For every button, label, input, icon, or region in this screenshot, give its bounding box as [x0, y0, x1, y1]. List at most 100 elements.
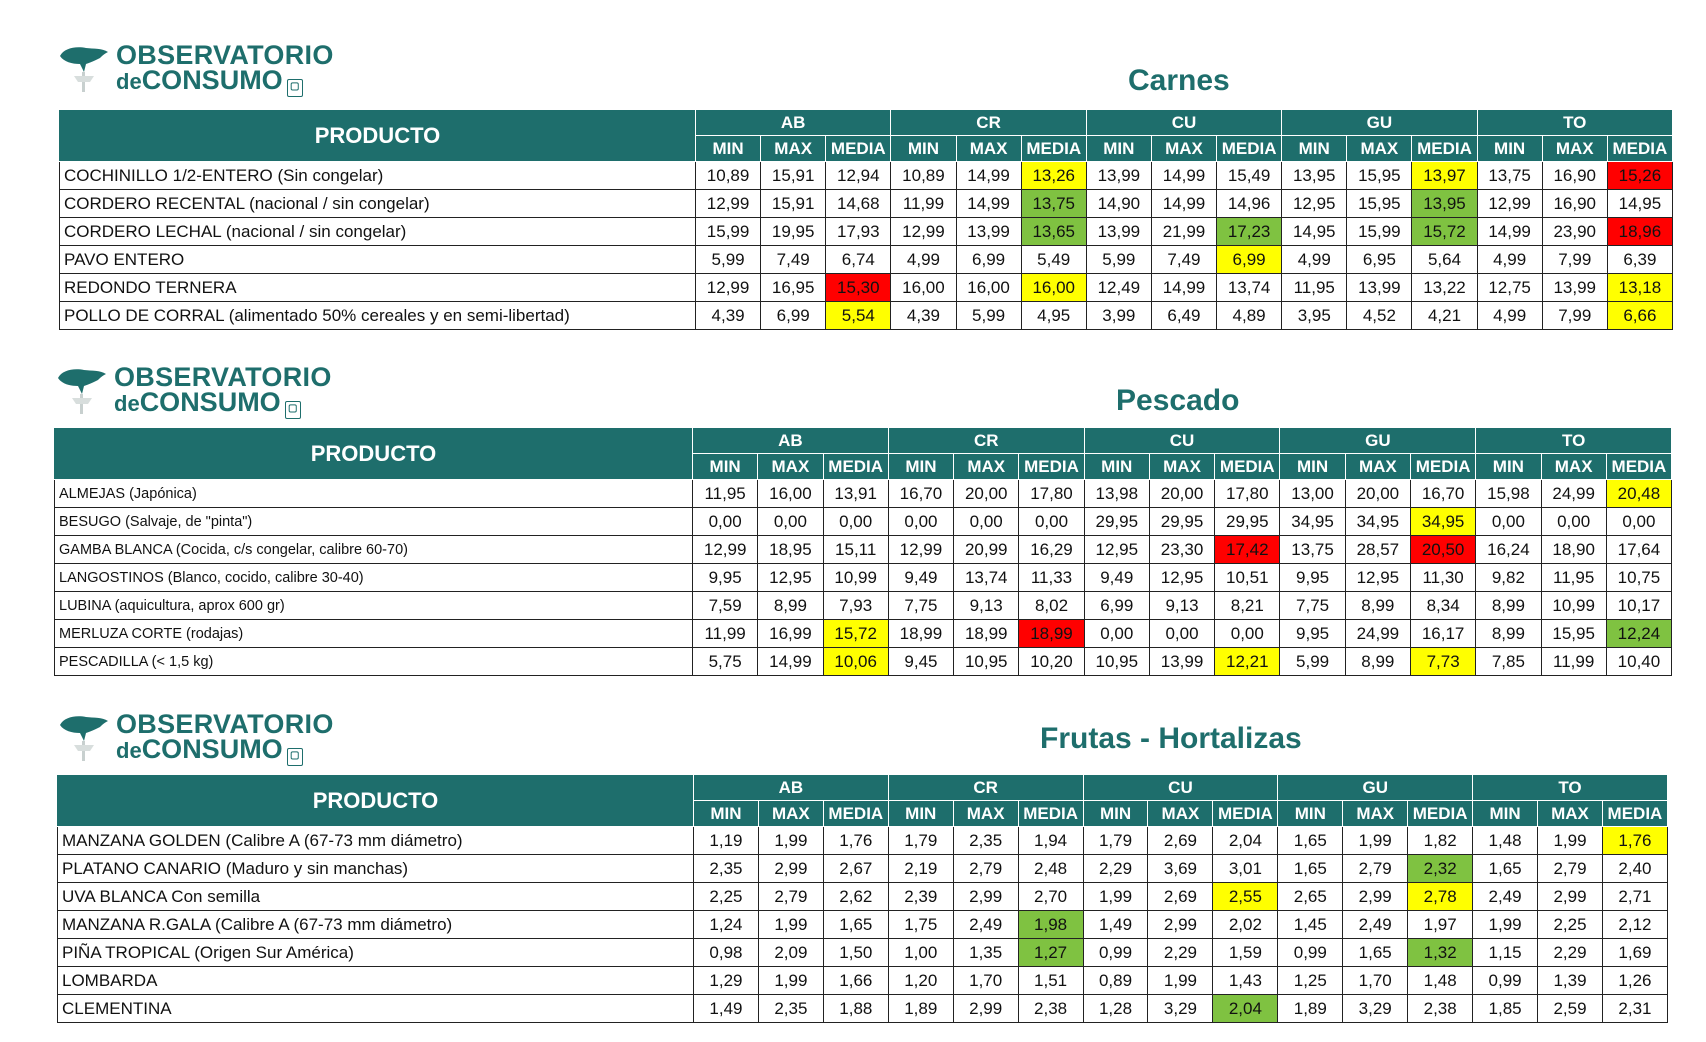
cattle-icon: [56, 711, 112, 763]
price-cell: 1,51: [1017, 966, 1084, 995]
product-name: CLEMENTINA: [57, 994, 694, 1023]
price-cell: 0,99: [1082, 938, 1149, 967]
header-subcol: MIN: [1085, 135, 1152, 162]
price-cell: 2,35: [952, 826, 1019, 855]
price-cell: 10,75: [1605, 563, 1673, 592]
price-cell: 1,99: [757, 966, 824, 995]
price-cell: 4,52: [1346, 301, 1413, 330]
price-cell: 7,93: [822, 591, 889, 620]
header-subcol: MIN: [887, 453, 955, 480]
price-cell: 15,49: [1216, 161, 1283, 190]
price-cell: 1,70: [1342, 966, 1409, 995]
price-cell: 5,99: [1085, 245, 1152, 274]
price-cell: 13,75: [1279, 535, 1346, 564]
price-cell: 0,00: [1540, 507, 1607, 536]
price-cell: 14,95: [1281, 217, 1348, 246]
header-region: CU: [1082, 774, 1279, 801]
header-region: AB: [693, 774, 889, 801]
logo-title: OBSERVATORIO: [116, 709, 334, 739]
header-subcol: MEDIA: [822, 453, 889, 480]
price-cell: 2,70: [1017, 882, 1084, 911]
price-cell: 13,99: [1148, 647, 1216, 676]
table-row: LOMBARDA 1,29 1,99 1,66 1,20 1,70 1,51 0,89 1,99…: [57, 966, 1668, 995]
price-cell: 6,49: [1150, 301, 1218, 330]
seal-icon: ▢: [284, 401, 301, 419]
logo-subtitle: CONSUMO: [141, 65, 283, 95]
price-cell: 1,99: [1147, 966, 1214, 995]
header-subcol: MEDIA: [1411, 135, 1478, 162]
price-cell: 0,89: [1082, 966, 1149, 995]
observatorio-logo: OBSERVATORIO de CONSUMO ▢: [56, 42, 334, 97]
price-cell: 23,30: [1148, 535, 1216, 564]
price-cell: 18,95: [757, 535, 824, 564]
header-region: TO: [1476, 109, 1673, 136]
price-cell: 14,99: [1476, 217, 1543, 246]
header-subcol: MIN: [1279, 453, 1346, 480]
price-cell: 7,99: [1541, 245, 1608, 274]
price-cell: 2,35: [757, 994, 824, 1023]
price-cell: 4,89: [1216, 301, 1283, 330]
price-cell: 16,95: [760, 273, 827, 302]
price-cell: 1,99: [1342, 826, 1409, 855]
price-cell: 6,66: [1606, 301, 1673, 330]
price-cell: 16,24: [1475, 535, 1542, 564]
header-region: CR: [887, 774, 1084, 801]
price-cell: 2,29: [1147, 938, 1214, 967]
price-cell: 1,79: [1082, 826, 1149, 855]
price-cell: 2,38: [1017, 994, 1084, 1023]
header-subcol: MIN: [1475, 453, 1542, 480]
price-cell: 1,49: [1082, 910, 1149, 939]
price-cell: 14,96: [1216, 189, 1283, 218]
price-cell: 17,93: [825, 217, 892, 246]
price-cell: 14,68: [825, 189, 892, 218]
price-cell: 9,82: [1475, 563, 1542, 592]
cattle-icon: [56, 42, 112, 94]
price-cell: 13,75: [1020, 189, 1087, 218]
price-cell: 7,59: [691, 591, 759, 620]
price-cell: 12,99: [890, 217, 957, 246]
header-subcol: MIN: [1277, 800, 1344, 827]
price-cell: 34,95: [1409, 507, 1477, 536]
price-cell: 9,49: [1083, 563, 1150, 592]
price-cell: 5,64: [1411, 245, 1478, 274]
header-subcol: MAX: [1148, 453, 1216, 480]
price-cell: 13,75: [1476, 161, 1543, 190]
header-subcol: MAX: [1342, 800, 1409, 827]
price-cell: 2,49: [1472, 882, 1539, 911]
price-cell: 2,59: [1537, 994, 1603, 1023]
header-region: TO: [1475, 427, 1673, 454]
product-name: CORDERO RECENTAL (nacional / sin congela…: [59, 189, 696, 218]
logo-subtitle: CONSUMO: [139, 387, 281, 417]
price-cell: 10,95: [1083, 647, 1150, 676]
price-cell: 1,79: [887, 826, 954, 855]
price-cell: 12,21: [1214, 647, 1281, 676]
price-cell: 24,99: [1540, 479, 1607, 508]
price-cell: 16,70: [1409, 479, 1477, 508]
header-subcol: MAX: [1147, 800, 1214, 827]
table-carnes: PRODUCTO AB CR CU GU TO MIN MAX MEDIA MIN MAX MEDIA…: [59, 109, 1673, 330]
price-cell: 7,49: [760, 245, 827, 274]
header-subcol: MIN: [1476, 135, 1543, 162]
price-cell: 14,95: [1606, 189, 1673, 218]
price-cell: 13,99: [1085, 161, 1152, 190]
price-cell: 18,99: [953, 619, 1020, 648]
price-cell: 2,35: [693, 854, 759, 883]
price-cell: 4,99: [1476, 245, 1543, 274]
logo-prefix: de: [116, 69, 142, 94]
price-cell: 1,00: [887, 938, 954, 967]
table-row: LANGOSTINOS (Blanco, cocido, calibre 30-…: [54, 563, 1673, 592]
price-cell: 13,74: [953, 563, 1020, 592]
price-cell: 1,99: [757, 826, 824, 855]
table-row: MANZANA R.GALA (Calibre A (67-73 mm diám…: [57, 910, 1668, 939]
price-cell: 13,98: [1083, 479, 1150, 508]
header-subcol: MEDIA: [1409, 453, 1477, 480]
price-cell: 20,99: [953, 535, 1020, 564]
price-cell: 2,79: [757, 882, 824, 911]
price-cell: 1,25: [1277, 966, 1344, 995]
price-cell: 11,99: [691, 619, 759, 648]
price-cell: 2,12: [1601, 910, 1668, 939]
price-cell: 1,98: [1017, 910, 1084, 939]
price-cell: 2,32: [1407, 854, 1474, 883]
logo-title: OBSERVATORIO: [114, 362, 332, 392]
price-cell: 12,99: [887, 535, 955, 564]
